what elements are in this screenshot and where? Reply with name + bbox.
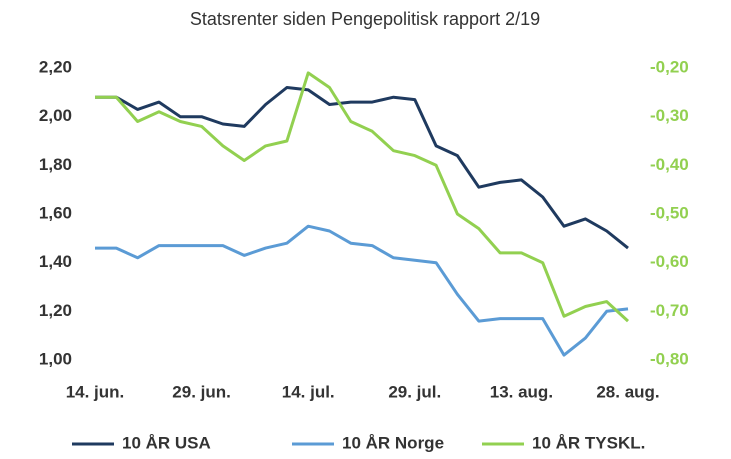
y-tick-label: 1,60 bbox=[39, 203, 72, 222]
x-tick-label: 29. jun. bbox=[172, 382, 231, 401]
legend-label: 10 ÅR TYSKL. bbox=[532, 433, 645, 452]
legend-label: 10 ÅR USA bbox=[122, 433, 211, 452]
y-tick-label: 2,20 bbox=[39, 57, 72, 76]
y-tick-label: 2,00 bbox=[39, 106, 72, 125]
x-tick-label: 13. aug. bbox=[490, 382, 553, 401]
x-tick-label: 28. aug. bbox=[596, 382, 659, 401]
y2-tick-label: -0,80 bbox=[650, 349, 689, 368]
y-tick-label: 1,80 bbox=[39, 155, 72, 174]
line-series bbox=[95, 224, 629, 357]
y-tick-label: 1,20 bbox=[39, 301, 72, 320]
y2-tick-label: -0,60 bbox=[650, 252, 689, 271]
y2-tick-label: -0,30 bbox=[650, 106, 689, 125]
y-tick-label: 1,00 bbox=[39, 349, 72, 368]
y-tick-label: 1,40 bbox=[39, 252, 72, 271]
y2-tick-label: -0,50 bbox=[650, 203, 689, 222]
x-tick-label: 14. jul. bbox=[282, 382, 335, 401]
y2-tick-label: -0,40 bbox=[650, 155, 689, 174]
x-tick-label: 14. jun. bbox=[66, 382, 125, 401]
chart-title: Statsrenter siden Pengepolitisk rapport … bbox=[190, 9, 540, 29]
line-series bbox=[95, 71, 630, 323]
x-tick-label: 29. jul. bbox=[388, 382, 441, 401]
line-series bbox=[95, 86, 629, 250]
legend-label: 10 ÅR Norge bbox=[342, 433, 444, 452]
y2-tick-label: -0,20 bbox=[650, 57, 689, 76]
y2-tick-label: -0,70 bbox=[650, 301, 689, 320]
